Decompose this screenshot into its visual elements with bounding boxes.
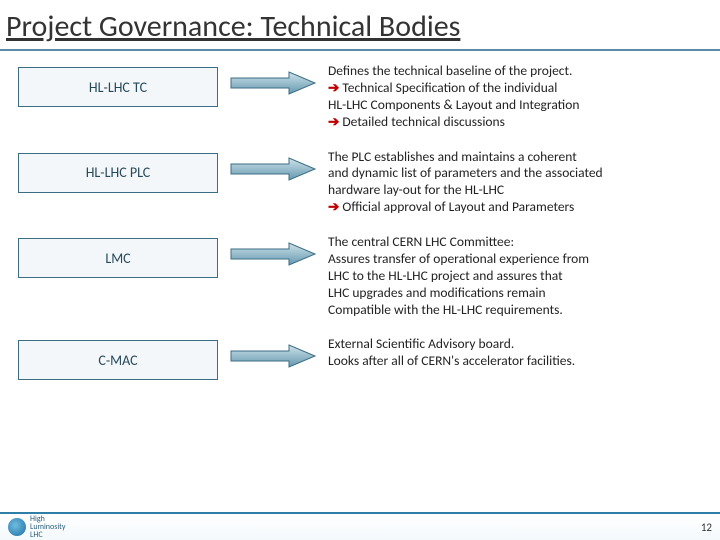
desc-line: The PLC establishes and maintains a cohe… <box>328 149 603 166</box>
right-arrow-icon <box>229 69 317 97</box>
arrow-tc <box>218 69 328 97</box>
row-tc: HL-LHC TC Defines the technical baseline… <box>0 63 720 131</box>
box-cmac: C-MAC <box>18 340 218 380</box>
desc-line: Defines the technical baseline of the pr… <box>328 63 579 80</box>
page-number: 12 <box>701 521 712 534</box>
desc-line: Assures transfer of operational experien… <box>328 251 589 268</box>
desc-line: The central CERN LHC Committee: <box>328 234 589 251</box>
arrow-glyph-icon: ➔ <box>328 198 339 215</box>
desc-cmac: External Scientific Advisory board. Look… <box>328 336 577 370</box>
footer-logo-text: HighLuminosityLHC <box>30 515 65 539</box>
arrow-lmc <box>218 240 328 268</box>
desc-line: hardware lay-out for the HL-LHC <box>328 182 603 199</box>
title-rule <box>0 49 720 51</box>
desc-line: ➔ Technical Specification of the individ… <box>328 80 579 97</box>
desc-line: ➔ Detailed technical discussions <box>328 114 579 131</box>
footer-left: HighLuminosityLHC <box>8 515 65 539</box>
desc-line: HL-LHC Components & Layout and Integrati… <box>328 97 579 114</box>
desc-line: Compatible with the HL-LHC requirements. <box>328 302 589 319</box>
right-arrow-icon <box>229 240 317 268</box>
box-plc: HL-LHC PLC <box>18 153 218 193</box>
desc-lmc: The central CERN LHC Committee: Assures … <box>328 234 591 318</box>
slide: Project Governance: Technical Bodies HL-… <box>0 0 720 540</box>
logo-icon <box>8 518 26 536</box>
desc-line: External Scientific Advisory board. <box>328 336 575 353</box>
arrow-plc <box>218 155 328 183</box>
desc-line: Looks after all of CERN's accelerator fa… <box>328 353 575 370</box>
right-arrow-icon <box>229 155 317 183</box>
row-plc: HL-LHC PLC The PLC establishes and maint… <box>0 149 720 217</box>
desc-tc: Defines the technical baseline of the pr… <box>328 63 581 131</box>
row-cmac: C-MAC External Scientific Advisory board… <box>0 336 720 380</box>
page-title: Project Governance: Technical Bodies <box>0 0 720 47</box>
arrow-glyph-icon: ➔ <box>328 79 339 96</box>
arrow-glyph-icon: ➔ <box>328 113 339 130</box>
desc-line: ➔ Official approval of Layout and Parame… <box>328 199 603 216</box>
footer: HighLuminosityLHC 12 <box>0 512 720 540</box>
arrow-cmac <box>218 342 328 370</box>
desc-line: and dynamic list of parameters and the a… <box>328 165 603 182</box>
desc-line: LHC to the HL-LHC project and assures th… <box>328 268 589 285</box>
box-lmc: LMC <box>18 238 218 278</box>
right-arrow-icon <box>229 342 317 370</box>
row-lmc: LMC The central CERN LHC Committee: Assu… <box>0 234 720 318</box>
desc-plc: The PLC establishes and maintains a cohe… <box>328 149 605 217</box>
box-tc: HL-LHC TC <box>18 67 218 107</box>
content-rows: HL-LHC TC Defines the technical baseline… <box>0 63 720 380</box>
desc-line: LHC upgrades and modifications remain <box>328 285 589 302</box>
